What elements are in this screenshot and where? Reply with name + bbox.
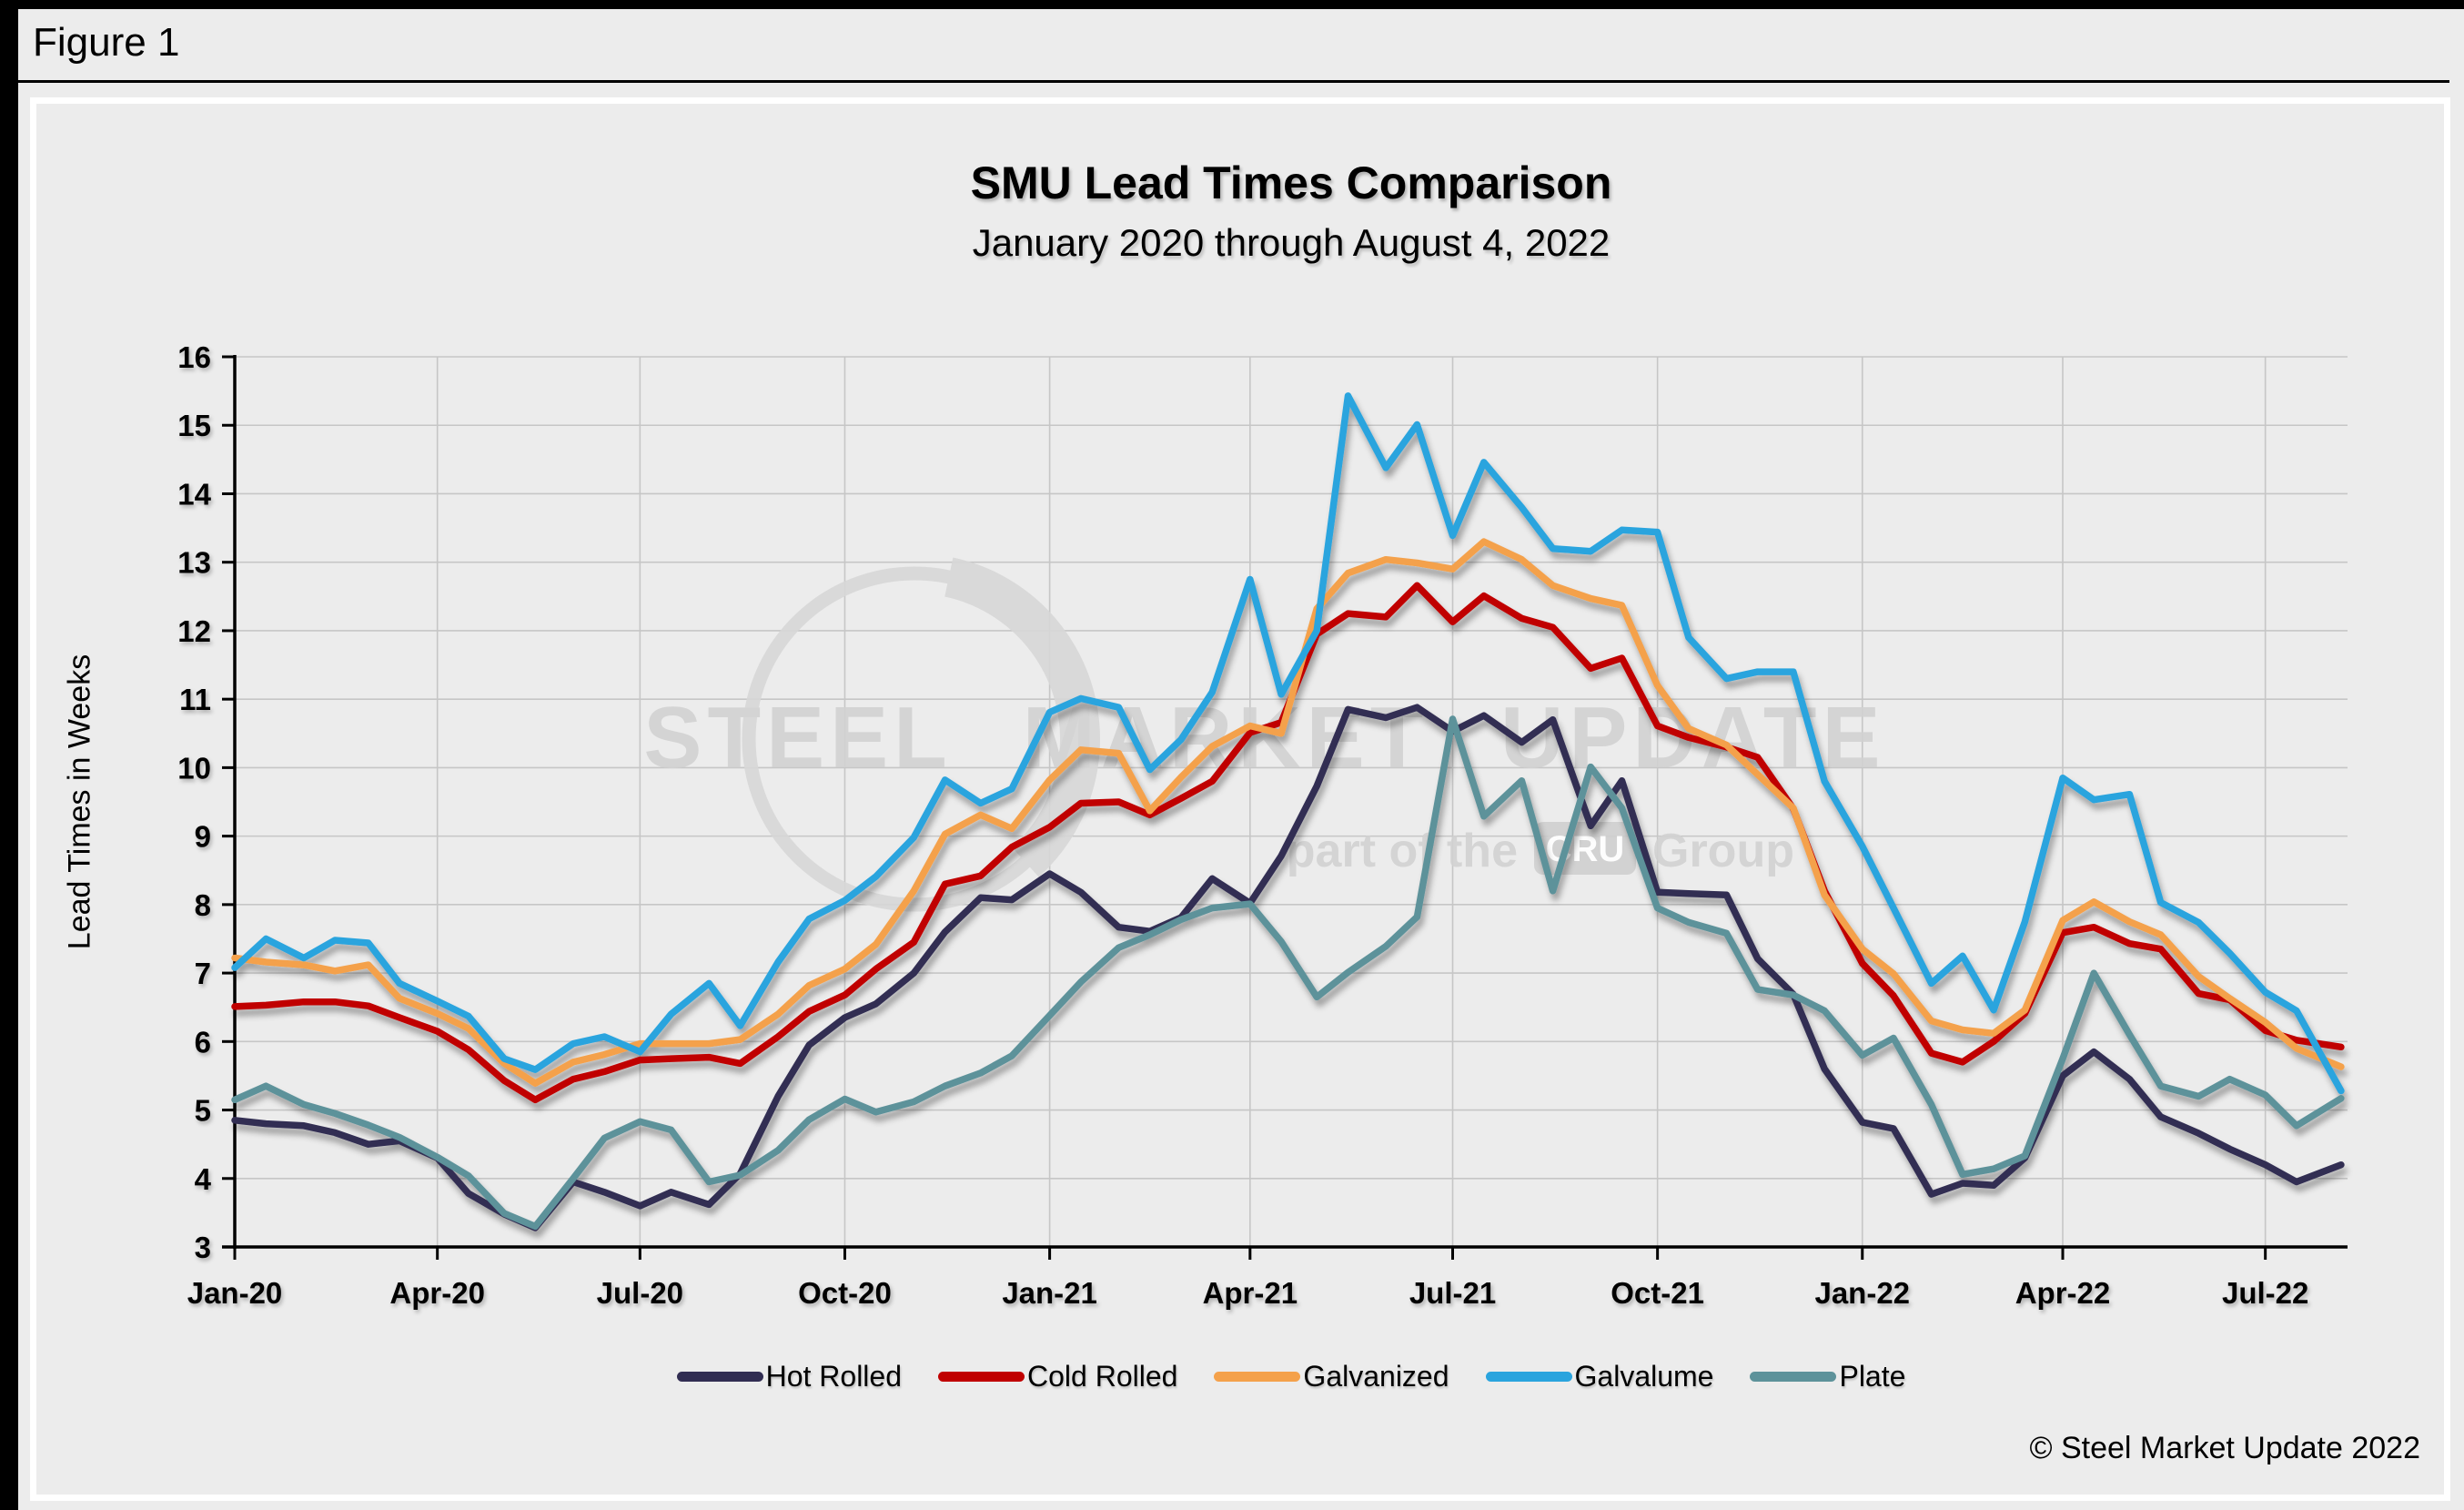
legend-swatch-icon [1750,1372,1837,1382]
copyright-text: © Steel Market Update 2022 [2029,1431,2420,1465]
legend-item-galvanized: Galvanized [1214,1360,1449,1393]
legend-label: Hot Rolled [765,1360,902,1393]
y-axis-title: Lead Times in Weeks [62,654,97,950]
legend: Hot Rolled Cold Rolled Galvanized Galvalume… [235,1360,2348,1393]
legend-item-plate: Plate [1750,1360,1905,1393]
legend-item-cold-rolled: Cold Rolled [938,1360,1177,1393]
legend-label: Cold Rolled [1027,1360,1178,1393]
legend-label: Galvalume [1574,1360,1714,1393]
legend-item-hot-rolled: Hot Rolled [676,1360,902,1393]
figure-rule-divider [18,80,2449,83]
legend-swatch-icon [1214,1372,1301,1382]
figure-label: Figure 1 [33,20,180,65]
chart-title: SMU Lead Times Comparison [970,157,1612,208]
chart-panel [30,97,2450,1501]
legend-swatch-icon [1485,1372,1572,1382]
legend-label: Plate [1839,1360,1906,1393]
legend-label: Galvanized [1303,1360,1449,1393]
left-black-border [0,9,18,1510]
legend-item-galvalume: Galvalume [1485,1360,1714,1393]
top-black-bar [0,0,2464,9]
chart-subtitle: January 2020 through August 4, 2022 [972,221,1611,264]
legend-swatch-icon [676,1372,763,1382]
legend-swatch-icon [938,1372,1025,1382]
